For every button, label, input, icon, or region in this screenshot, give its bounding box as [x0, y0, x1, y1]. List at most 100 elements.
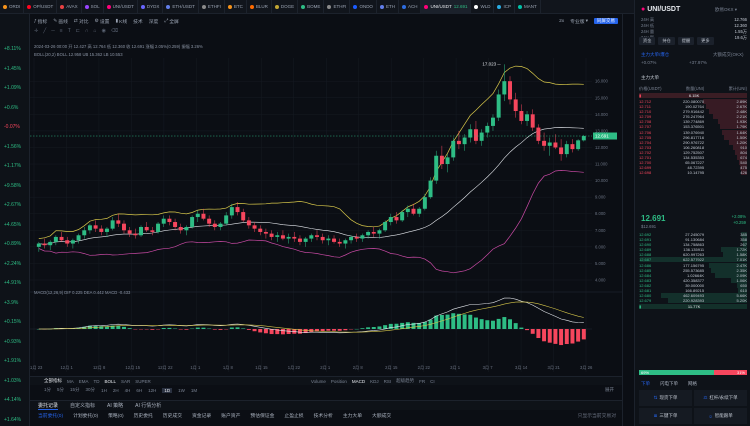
watchlist-change[interactable]: +4.65%	[4, 221, 22, 228]
orderbook-row[interactable]: 12.682 39.000000 650	[639, 282, 747, 288]
timeframe-option[interactable]: 4H	[124, 387, 131, 393]
sub-indicator[interactable]: Volume	[310, 378, 326, 384]
all-indicators[interactable]: 全部指标	[44, 378, 62, 383]
trade-shortcut[interactable]: ☺ 智能跟单	[694, 408, 747, 424]
main-indicator-super[interactable]: SUPER	[135, 378, 151, 384]
orderbook-row[interactable]: 12.700 65.067227 540	[639, 160, 747, 166]
fib-tool-icon[interactable]: ≡	[59, 28, 63, 34]
toolbar-kline[interactable]: ▮ K线	[115, 18, 128, 25]
timeframe-option[interactable]: 1分	[44, 387, 52, 392]
watchlist-change[interactable]: +0.15%	[4, 319, 22, 325]
hline-tool-icon[interactable]: ─	[51, 28, 55, 34]
tab-mant[interactable]: MANT	[515, 0, 541, 14]
tab-wld[interactable]: WLD	[471, 0, 495, 14]
order-tab[interactable]: 预估保证金	[250, 413, 275, 419]
timeframe-option[interactable]: 1W	[178, 387, 185, 393]
pair-action-button[interactable]: 持仓	[658, 37, 675, 45]
orderbook-row[interactable]: 12.709 276.247964 2.21K	[639, 114, 747, 120]
order-tab[interactable]: 资金记录	[192, 413, 212, 419]
tab-sol[interactable]: SOL	[82, 0, 104, 14]
orderbook-row[interactable]: 12.686 177.156795 2.47K	[639, 262, 747, 268]
mode-select[interactable]: 专业版 ▾	[570, 18, 588, 25]
watchlist-change[interactable]: +0.89%	[4, 241, 22, 247]
exchange-select[interactable]: 欧易OKX ▾	[715, 7, 738, 12]
sub-indicator[interactable]: RSI	[383, 378, 392, 384]
order-tab[interactable]: 账户资产	[221, 413, 241, 419]
sub-indicator[interactable]: MACD	[351, 378, 366, 384]
text-tool-icon[interactable]: T	[67, 28, 71, 34]
orderbook-row[interactable]: 12.680 462.609493 5.66K	[639, 293, 747, 299]
orderbook-row[interactable]: 12.705 296.817716 1.50K	[639, 134, 747, 140]
watchlist-change[interactable]: +0.6%	[4, 104, 19, 111]
orderbook-row[interactable]: 12.699 48.72395 475	[639, 165, 747, 171]
toolbar-drawing[interactable]: ✎ 画线	[53, 18, 68, 25]
ruler-icon[interactable]: ⊏	[75, 28, 80, 34]
bottom-tab[interactable]: 自定义指标	[70, 403, 96, 409]
watchlist-change[interactable]: +1.03%	[4, 377, 22, 384]
eye-icon[interactable]: ◉	[101, 28, 106, 34]
timeframe-option[interactable]: 15分	[70, 387, 80, 392]
order-tab[interactable]: 策略(0)	[108, 413, 124, 419]
magnet-icon[interactable]: ∩	[84, 28, 89, 34]
lock-icon[interactable]: ⌂	[93, 28, 97, 34]
orderbook-row[interactable]: 12.706 139.076940 1.64K	[639, 129, 747, 135]
expand-button[interactable]: 展开	[605, 387, 614, 392]
order-tab[interactable]: 计划委托(0)	[73, 413, 99, 419]
sub-indicator[interactable]: CI	[430, 378, 435, 384]
orderbook-row[interactable]: 12.703 106.260818 910	[639, 144, 747, 150]
trade-tab[interactable]: 网格	[688, 381, 697, 386]
watchlist-change[interactable]: +9.58%	[4, 182, 22, 189]
toolbar-technical[interactable]: 技术	[133, 19, 143, 25]
orderbook-row[interactable]: 12.688 620.997263 1.58K	[639, 252, 747, 258]
orderbook-row[interactable]: 12.681 166.89215 610	[639, 288, 747, 294]
tab-ethfi[interactable]: ETHFI	[199, 0, 225, 14]
watchlist-change[interactable]: +2.24%	[4, 260, 22, 267]
tab-uni-usdt[interactable]: UNI/USDT	[104, 0, 138, 14]
order-tab[interactable]: 技术分析	[313, 413, 333, 419]
timeframe-option[interactable]: 30分	[85, 387, 96, 392]
orderbook-row[interactable]: 12.683 420.358377 1.06K	[639, 277, 747, 283]
watchlist-change[interactable]: +1.09%	[4, 85, 22, 91]
orderbook-row[interactable]: 12.704 290.976722 1.20K	[639, 139, 747, 145]
tab-ethfi[interactable]: ETHFI	[324, 0, 351, 14]
watchlist-change[interactable]: +8.11%	[4, 46, 21, 52]
timeframe-option[interactable]: 2H	[112, 387, 119, 393]
trash-icon[interactable]: ⌫	[110, 28, 119, 34]
watchlist-change[interactable]: +2.67%	[4, 202, 22, 208]
orderbook-row[interactable]: 12.698 10.14795 426	[639, 170, 747, 176]
tab-ondo[interactable]: ONDO	[350, 0, 377, 14]
bottom-tab[interactable]: AI 策略	[107, 403, 124, 409]
watchlist-change[interactable]: +1.64%	[4, 416, 22, 423]
orderbook-row[interactable]: 12.685 255.573685 2.35K	[639, 267, 747, 273]
orderbook-row[interactable]: 12.707 153.376501 1.79K	[639, 124, 747, 130]
watchlist-change[interactable]: +4.91%	[4, 280, 22, 286]
order-tab[interactable]: 历史成交	[162, 413, 182, 419]
timeframe-option[interactable]: 1M	[190, 387, 198, 393]
orderbook-row[interactable]: 12.708 139.774869 1.93K	[639, 119, 747, 125]
tab-doge[interactable]: DOGE	[272, 0, 299, 14]
sub-indicator[interactable]: KDJ	[370, 378, 379, 384]
line-tool-icon[interactable]: ╱	[43, 28, 47, 34]
current-pair-only-checkbox[interactable]: 只显示当前交易对	[577, 413, 616, 419]
tab-avax[interactable]: AVAX	[57, 0, 82, 14]
main-indicator-boll[interactable]: BOLL	[104, 378, 117, 384]
toolbar-compare[interactable]: ⇄ 对比	[73, 18, 89, 25]
order-tab[interactable]: 大额成交	[372, 413, 392, 419]
bottom-tab[interactable]: 委托记录	[38, 402, 59, 410]
tab-eth[interactable]: ETH	[377, 0, 399, 14]
toolbar-fullscreen[interactable]: ⤢ 全屏	[164, 19, 179, 25]
timeframe-option[interactable]: 5分	[57, 387, 65, 392]
section-liquidation[interactable]: 主力大单/爆仓	[641, 52, 670, 57]
watchlist-change[interactable]: +0.93%	[4, 338, 22, 345]
toolbar-indicators[interactable]: ƒ 指标	[34, 18, 48, 25]
cursor-icon[interactable]: ✛	[34, 28, 39, 34]
tab-op-usdt[interactable]: OP/USDT	[24, 0, 58, 14]
timeframe-option[interactable]: 1H	[101, 387, 107, 393]
main-indicator-td[interactable]: TD	[93, 378, 100, 384]
sub-indicator[interactable]: Position	[330, 378, 347, 384]
pair-title[interactable]: ● UNI/USDT	[641, 6, 681, 13]
orderbook-row[interactable]: 12.691 91.130684 358	[639, 237, 747, 243]
orderbook-row[interactable]: 12.711 190.02764 2.67K	[639, 104, 747, 110]
sub-indicator[interactable]: 超级趋势	[396, 378, 415, 383]
watchlist-change[interactable]: +1.45%	[4, 65, 22, 72]
